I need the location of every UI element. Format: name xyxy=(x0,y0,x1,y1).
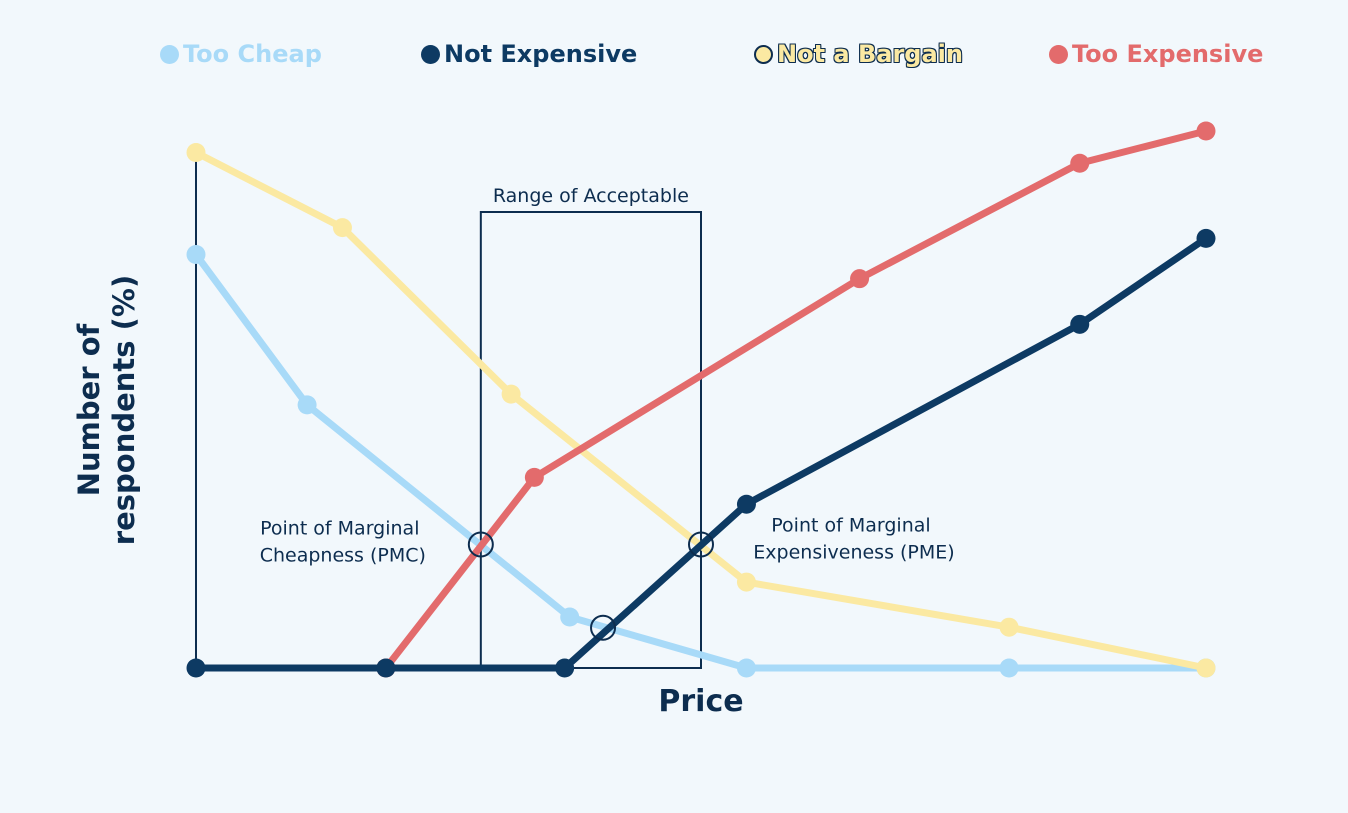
series-too-cheap xyxy=(186,245,1216,678)
pmc-label: Point of Marginal Cheapness (PMC) xyxy=(260,517,426,566)
data-point-too-expensive-4 xyxy=(1196,121,1216,141)
data-point-not-expensive-4 xyxy=(1070,314,1090,334)
data-point-not-expensive-2 xyxy=(555,658,575,678)
legend-dot-too-cheap xyxy=(160,44,179,64)
pme-label: Point of Marginal Expensiveness (PME) xyxy=(753,514,954,563)
series-line-too-cheap xyxy=(192,251,1210,672)
intersection-marker-1 xyxy=(688,531,714,558)
data-point-not-expensive-0 xyxy=(186,658,206,678)
series-not-a-bargain xyxy=(186,142,1216,678)
data-point-not-a-bargain-3 xyxy=(736,572,756,592)
data-point-not-a-bargain-2 xyxy=(501,384,521,404)
acceptable-range-label: Range of Acceptable xyxy=(493,185,689,207)
data-point-not-a-bargain-0 xyxy=(186,142,206,162)
legend-item-not-a-bargain: Not a Bargain xyxy=(754,40,963,68)
legend-label-too-expensive: Too Expensive xyxy=(1072,40,1264,68)
y-axis-title-line-2: respondents (%) xyxy=(107,275,141,545)
series-layer xyxy=(186,121,1216,678)
pmc-label-line-2: Cheapness (PMC) xyxy=(260,544,426,566)
x-axis-title: Price xyxy=(658,684,743,719)
legend-dot-too-expensive xyxy=(1049,44,1068,64)
series-line-not-a-bargain xyxy=(192,148,1210,672)
legend-label-not-a-bargain: Not a Bargain xyxy=(777,40,963,68)
data-point-too-cheap-0 xyxy=(186,245,206,265)
legend-item-too-cheap: Too Cheap xyxy=(160,40,322,68)
data-point-too-cheap-4 xyxy=(999,658,1019,678)
data-point-too-expensive-3 xyxy=(1070,153,1090,173)
pme-label-line-2: Expensiveness (PME) xyxy=(753,541,954,563)
annotation-labels: Point of Marginal Cheapness (PMC) Point … xyxy=(72,275,955,719)
chart-legend: Too Cheap Not Expensive Not a Bargain To… xyxy=(0,40,1348,85)
data-point-too-cheap-1 xyxy=(297,395,317,415)
data-point-not-expensive-5 xyxy=(1196,228,1216,248)
data-point-not-a-bargain-1 xyxy=(332,218,352,238)
acceptable-range-box xyxy=(479,211,702,669)
data-point-too-expensive-2 xyxy=(850,269,870,289)
series-line-not-expensive xyxy=(192,234,1210,672)
data-point-not-expensive-1 xyxy=(376,658,396,678)
intersection-marker-0 xyxy=(467,531,494,558)
data-point-too-cheap-2 xyxy=(560,607,580,627)
legend-dot-not-a-bargain xyxy=(754,44,773,64)
y-axis-title-line-1: Number of xyxy=(72,323,106,496)
data-point-too-expensive-1 xyxy=(524,467,544,487)
legend-label-too-cheap: Too Cheap xyxy=(183,40,322,68)
pmc-label-line-1: Point of Marginal xyxy=(260,517,419,539)
legend-item-not-expensive: Not Expensive xyxy=(421,40,637,68)
legend-item-too-expensive: Too Expensive xyxy=(1049,40,1263,68)
legend-dot-not-expensive xyxy=(421,44,440,64)
legend-label-not-expensive: Not Expensive xyxy=(444,40,638,68)
data-point-too-cheap-3 xyxy=(736,658,756,678)
series-not-expensive xyxy=(186,228,1216,678)
acceptable-range-group: Range of Acceptable xyxy=(479,185,702,669)
intersection-marker-2 xyxy=(590,614,617,641)
data-point-not-expensive-3 xyxy=(736,494,756,514)
data-point-not-a-bargain-4 xyxy=(999,617,1019,637)
data-point-not-a-bargain-5 xyxy=(1196,658,1216,678)
pme-label-line-1: Point of Marginal xyxy=(771,514,930,536)
intersection-markers xyxy=(467,531,714,641)
